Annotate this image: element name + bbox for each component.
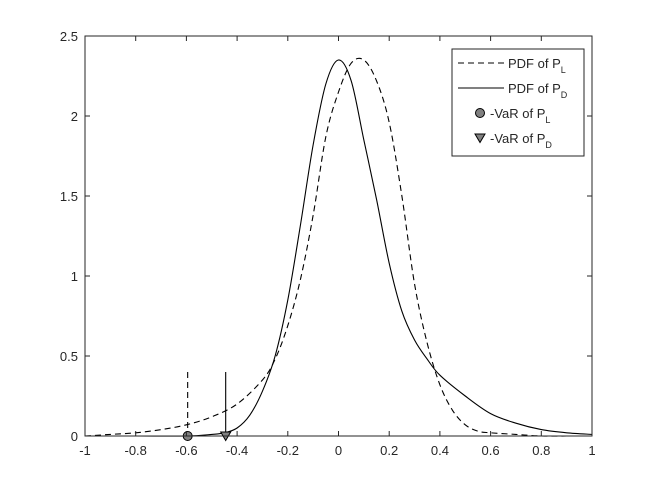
x-tick-label: 0.2	[380, 443, 398, 458]
legend-item-var-pl-label: -VaR of PL	[490, 106, 550, 125]
x-tick-label: 0.6	[482, 443, 500, 458]
var-lines	[187, 372, 227, 436]
series-group	[84, 57, 593, 437]
x-tick-label: 1	[588, 443, 595, 458]
legend: PDF of PL PDF of PD -VaR of PL -VaR of PD	[451, 48, 585, 157]
x-tick-label: -0.6	[175, 443, 197, 458]
legend-box	[451, 48, 585, 157]
y-tick-label: 1	[71, 269, 78, 284]
x-tick-label: -0.8	[124, 443, 146, 458]
series-line-pdf-pl	[84, 57, 592, 437]
y-tick-label: 2.5	[60, 29, 78, 44]
x-tick-label: 0.4	[431, 443, 449, 458]
x-tick-label: -1	[79, 443, 91, 458]
x-tick-label: 0	[335, 443, 342, 458]
series-line-pdf-pd	[85, 59, 593, 437]
x-tick-label: 0.8	[532, 443, 550, 458]
x-axis: -1 -0.8 -0.6 -0.4 -0.2 0 0.2 0.4 0.6 0.8 1	[79, 36, 596, 458]
y-tick-label: 1.5	[60, 189, 78, 204]
legend-item-pdf-pl-label: PDF of PL	[508, 56, 566, 75]
y-tick-label: 0	[71, 429, 78, 444]
x-tick-label: -0.4	[226, 443, 248, 458]
legend-item-pdf-pd-label: PDF of PD	[508, 81, 568, 100]
legend-item-var-pd-label: -VaR of PD	[490, 131, 552, 150]
legend-item-var-pd-swatch	[474, 133, 486, 144]
legend-item-var-pl-swatch	[475, 108, 485, 118]
y-tick-label: 2	[71, 109, 78, 124]
x-tick-label: -0.2	[277, 443, 299, 458]
y-axis: 0 0.5 1 1.5 2 2.5	[60, 29, 592, 444]
y-tick-label: 0.5	[60, 349, 78, 364]
